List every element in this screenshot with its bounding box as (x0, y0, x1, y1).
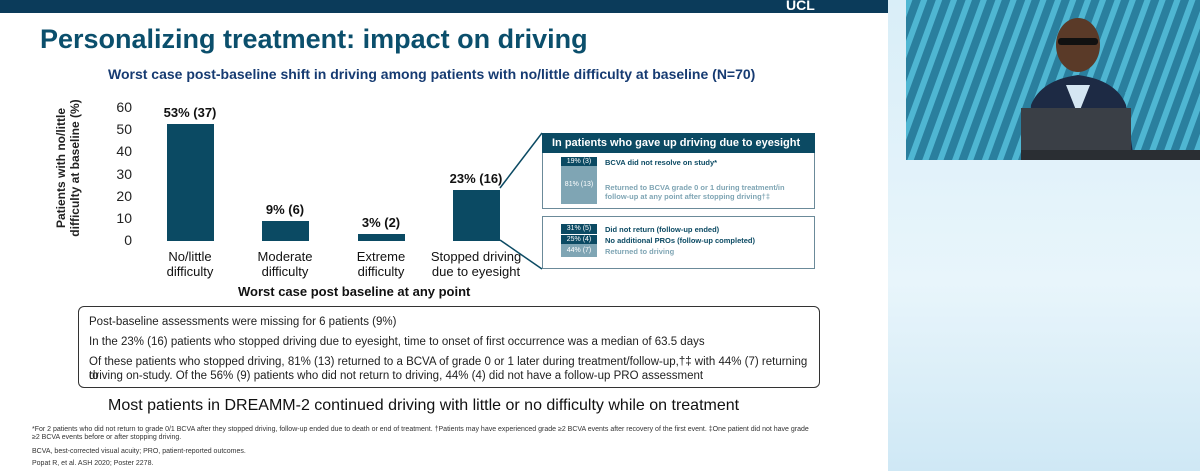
chart-subtitle: Worst case post-baseline shift in drivin… (108, 66, 756, 82)
top-banner (0, 0, 888, 13)
right-panel-header: In patients who gave up driving due to e… (542, 133, 815, 153)
driving-outcome-box: 31% (5) 25% (4) 44% (7) Did not return (… (542, 216, 815, 269)
x-category-label-line: Moderate (257, 249, 313, 264)
stack-segment: 25% (4) (561, 234, 597, 244)
x-category-label-line: No/little (168, 249, 212, 264)
bcva-outcome-box: 19% (3) 81% (13) BCVA did not resolve on… (542, 153, 815, 209)
x-category-label: No/little difficulty (135, 249, 245, 279)
speaker-video-frame (906, 0, 1200, 160)
bar (357, 234, 405, 241)
bar (261, 221, 309, 241)
y-tick-label: 30 (116, 165, 132, 182)
footnote: BCVA, best-corrected visual acuity; PRO,… (32, 448, 246, 455)
x-category-label-line: difficulty (357, 264, 405, 279)
x-category-label: Stopped driving due to eyesight (421, 249, 531, 279)
y-tick-label: 40 (116, 143, 132, 160)
y-tick-label: 0 (124, 232, 132, 248)
x-category-label: Extreme difficulty (326, 249, 436, 279)
note-text: In the 23% (16) patients who stopped dri… (89, 336, 705, 348)
stack-segment: 44% (7) (561, 244, 597, 257)
stack-segment: 31% (5) (561, 224, 597, 234)
x-category-label-line: due to eyesight (431, 264, 521, 279)
legend-text: No additional PROs (follow-up completed) (605, 236, 755, 245)
slide-title: Personalizing treatment: impact on drivi… (40, 24, 588, 54)
legend-text: Returned to BCVA grade 0 or 1 during tre… (605, 183, 785, 201)
note-text: driving on-study. Of the 56% (9) patient… (89, 370, 704, 382)
presentation-slide: UCL Personalizing treatment: impact on d… (0, 0, 888, 471)
bar-data-label: 9% (6) (265, 202, 305, 218)
speaker-video (906, 0, 1200, 160)
x-category-label-line: difficulty (261, 264, 309, 279)
footnote: ≥2 BCVA events before or after stopping … (32, 434, 182, 441)
x-category-label-line: difficulty (166, 264, 214, 279)
footnote: *For 2 patients who did not return to gr… (32, 426, 809, 433)
notes-box: Post-baseline assessments were missing f… (78, 306, 820, 388)
x-category-label-line: Extreme (356, 249, 406, 264)
x-axis-label: Worst case post baseline at any point (238, 284, 471, 299)
legend-text: Returned to driving (605, 247, 675, 256)
connector-lines (499, 132, 543, 270)
x-category-label: Moderate difficulty (230, 249, 340, 279)
legend-text: BCVA did not resolve on study* (605, 158, 718, 167)
y-tick-label: 50 (116, 121, 132, 138)
bar (452, 190, 500, 241)
bar-data-label: 3% (2) (361, 215, 401, 231)
bar (166, 123, 214, 241)
note-text: Of these patients who stopped driving, 8… (89, 356, 808, 382)
y-tick-label: 60 (116, 99, 132, 115)
citation: Popat R, et al. ASH 2020; Poster 2278. (32, 460, 154, 467)
y-tick-label: 10 (116, 209, 132, 226)
stack-segment: 81% (13) (561, 166, 597, 204)
x-category-label-line: Stopped driving (430, 249, 522, 264)
y-tick-label: 20 (116, 187, 132, 204)
bar-data-label: 53% (37) (163, 104, 217, 120)
conclusion-text: Most patients in DREAMM-2 continued driv… (108, 397, 740, 414)
stack-segment: 19% (3) (561, 157, 597, 166)
bar-data-label: 23% (16) (449, 171, 503, 187)
legend-text: Did not return (follow-up ended) (605, 225, 720, 234)
ucl-logo: UCL (780, 0, 888, 13)
note-text: Post-baseline assessments were missing f… (89, 316, 397, 328)
